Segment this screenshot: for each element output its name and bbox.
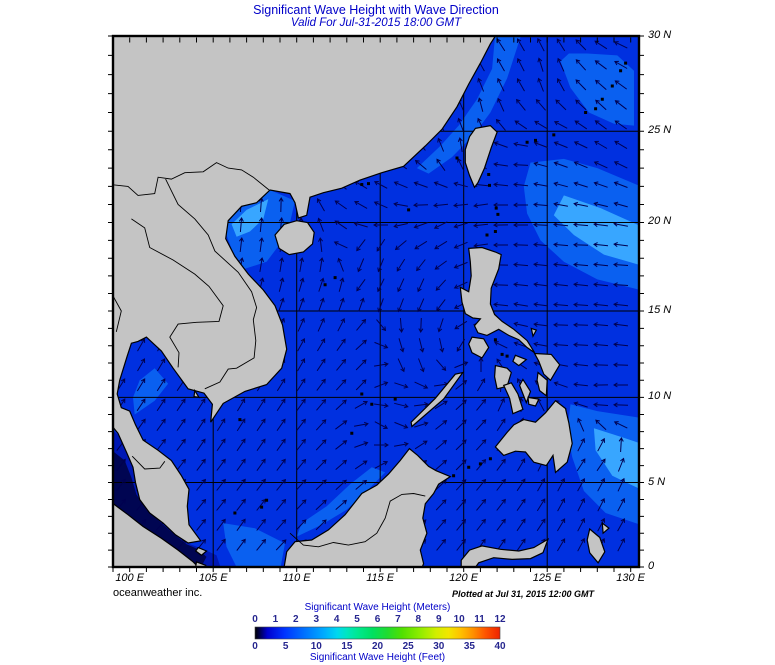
wave-height-patch-patch	[567, 404, 639, 525]
map-layers	[113, 36, 639, 567]
land-bohol	[527, 396, 540, 407]
lat-label-10: 10 N	[648, 390, 672, 403]
legend-meters-tick-8: 8	[415, 614, 422, 625]
land-sulawesi	[460, 537, 550, 567]
land-samar	[533, 352, 561, 382]
legend-feet-tick-30: 30	[433, 641, 445, 652]
wave-height-patch-patch	[223, 523, 285, 567]
legend-meters-tick-11: 11	[474, 614, 485, 625]
lon-label-125: 125 E	[532, 572, 562, 584]
wave-height-patch-core	[593, 428, 639, 489]
legend-title-meters: Significant Wave Height (Meters)	[304, 602, 451, 613]
country-border-0	[113, 162, 270, 196]
lon-label-120: 120 E	[449, 572, 479, 584]
land-hainan	[274, 220, 315, 256]
plotted-timestamp: Plotted at Jul 31, 2015 12:00 GMT	[451, 589, 595, 599]
legend-meters-tick-3: 3	[313, 614, 320, 625]
land-halmahera	[586, 527, 606, 564]
legend-feet-tick-40: 40	[494, 641, 506, 652]
land-riau	[194, 546, 208, 556]
land-masbate	[512, 354, 528, 367]
legend-meters-tick-10: 10	[453, 614, 465, 625]
legend-meters-tick-12: 12	[494, 614, 506, 625]
lat-label-20: 20 N	[648, 215, 672, 228]
page-title: Significant Wave Height with Wave Direct…	[253, 3, 499, 17]
land-sumatra	[113, 502, 200, 567]
wave-height-patch-patch	[296, 467, 386, 537]
lon-label-130: 130 E	[616, 572, 646, 584]
legend-feet-tick-0: 0	[252, 641, 258, 652]
lon-label-105: 105 E	[198, 572, 228, 584]
valid-time-subtitle: Valid For Jul-31-2015 18:00 GMT	[290, 17, 462, 29]
lon-label-115: 115 E	[366, 572, 395, 584]
legend-meters-tick-9: 9	[435, 614, 442, 625]
land-palawan	[410, 371, 465, 428]
country-border-1	[165, 178, 258, 390]
legend-title-feet: Significant Wave Height (Feet)	[309, 652, 446, 663]
legend-feet-tick-15: 15	[341, 641, 353, 652]
lat-label-30: 30 N	[648, 29, 672, 41]
country-border-2	[131, 218, 224, 368]
wave-height-patch-patch	[560, 53, 634, 126]
wave-height-patch-patch	[416, 36, 521, 174]
degree-ticks	[108, 35, 644, 572]
legend-meters-tick-7: 7	[395, 614, 401, 625]
source-credit: oceanweather inc.	[113, 587, 203, 599]
lat-label-15: 15 N	[648, 303, 672, 316]
lon-label-100: 100 E	[115, 572, 145, 584]
land-lingga	[195, 561, 207, 567]
legend-meters-tick-6: 6	[374, 614, 381, 625]
country-border-4	[131, 455, 166, 470]
land-leyte	[536, 371, 548, 397]
land-borneo	[283, 447, 452, 567]
legend-meters-tick-4: 4	[333, 614, 340, 625]
legend-feet-tick-35: 35	[463, 641, 475, 652]
legend-meters-tick-0: 0	[252, 614, 258, 625]
legend-feet-tick-25: 25	[402, 641, 414, 652]
lon-label-110: 110 E	[282, 572, 311, 584]
lat-label-0: 0	[648, 560, 655, 572]
land-catanduanes	[530, 327, 538, 338]
legend-colorbar	[254, 626, 501, 640]
map-frame	[111, 34, 641, 569]
wave-height-patch-patch	[133, 368, 169, 415]
legend-feet-tick-10: 10	[310, 641, 322, 652]
legend-feet-tick-20: 20	[371, 641, 384, 652]
country-border-5	[289, 493, 426, 548]
lat-label-5: 5 N	[648, 475, 666, 488]
legend-meters-tick-1: 1	[272, 614, 279, 625]
land-mindanao	[494, 399, 573, 474]
legend-feet-tick-5: 5	[282, 641, 289, 652]
lat-label-25: 25 N	[648, 124, 672, 137]
land-phu-quoc	[193, 388, 201, 399]
land-negros	[502, 382, 524, 415]
land-morotai	[601, 521, 610, 535]
land-luzon	[459, 246, 536, 354]
legend-meters-tick-5: 5	[354, 614, 360, 625]
legend-meters-tick-2: 2	[293, 614, 299, 625]
wave-height-patch-core	[553, 195, 639, 265]
land-taiwan	[464, 124, 498, 189]
land-mainland-asia	[113, 36, 497, 544]
land-mindoro	[468, 336, 490, 359]
